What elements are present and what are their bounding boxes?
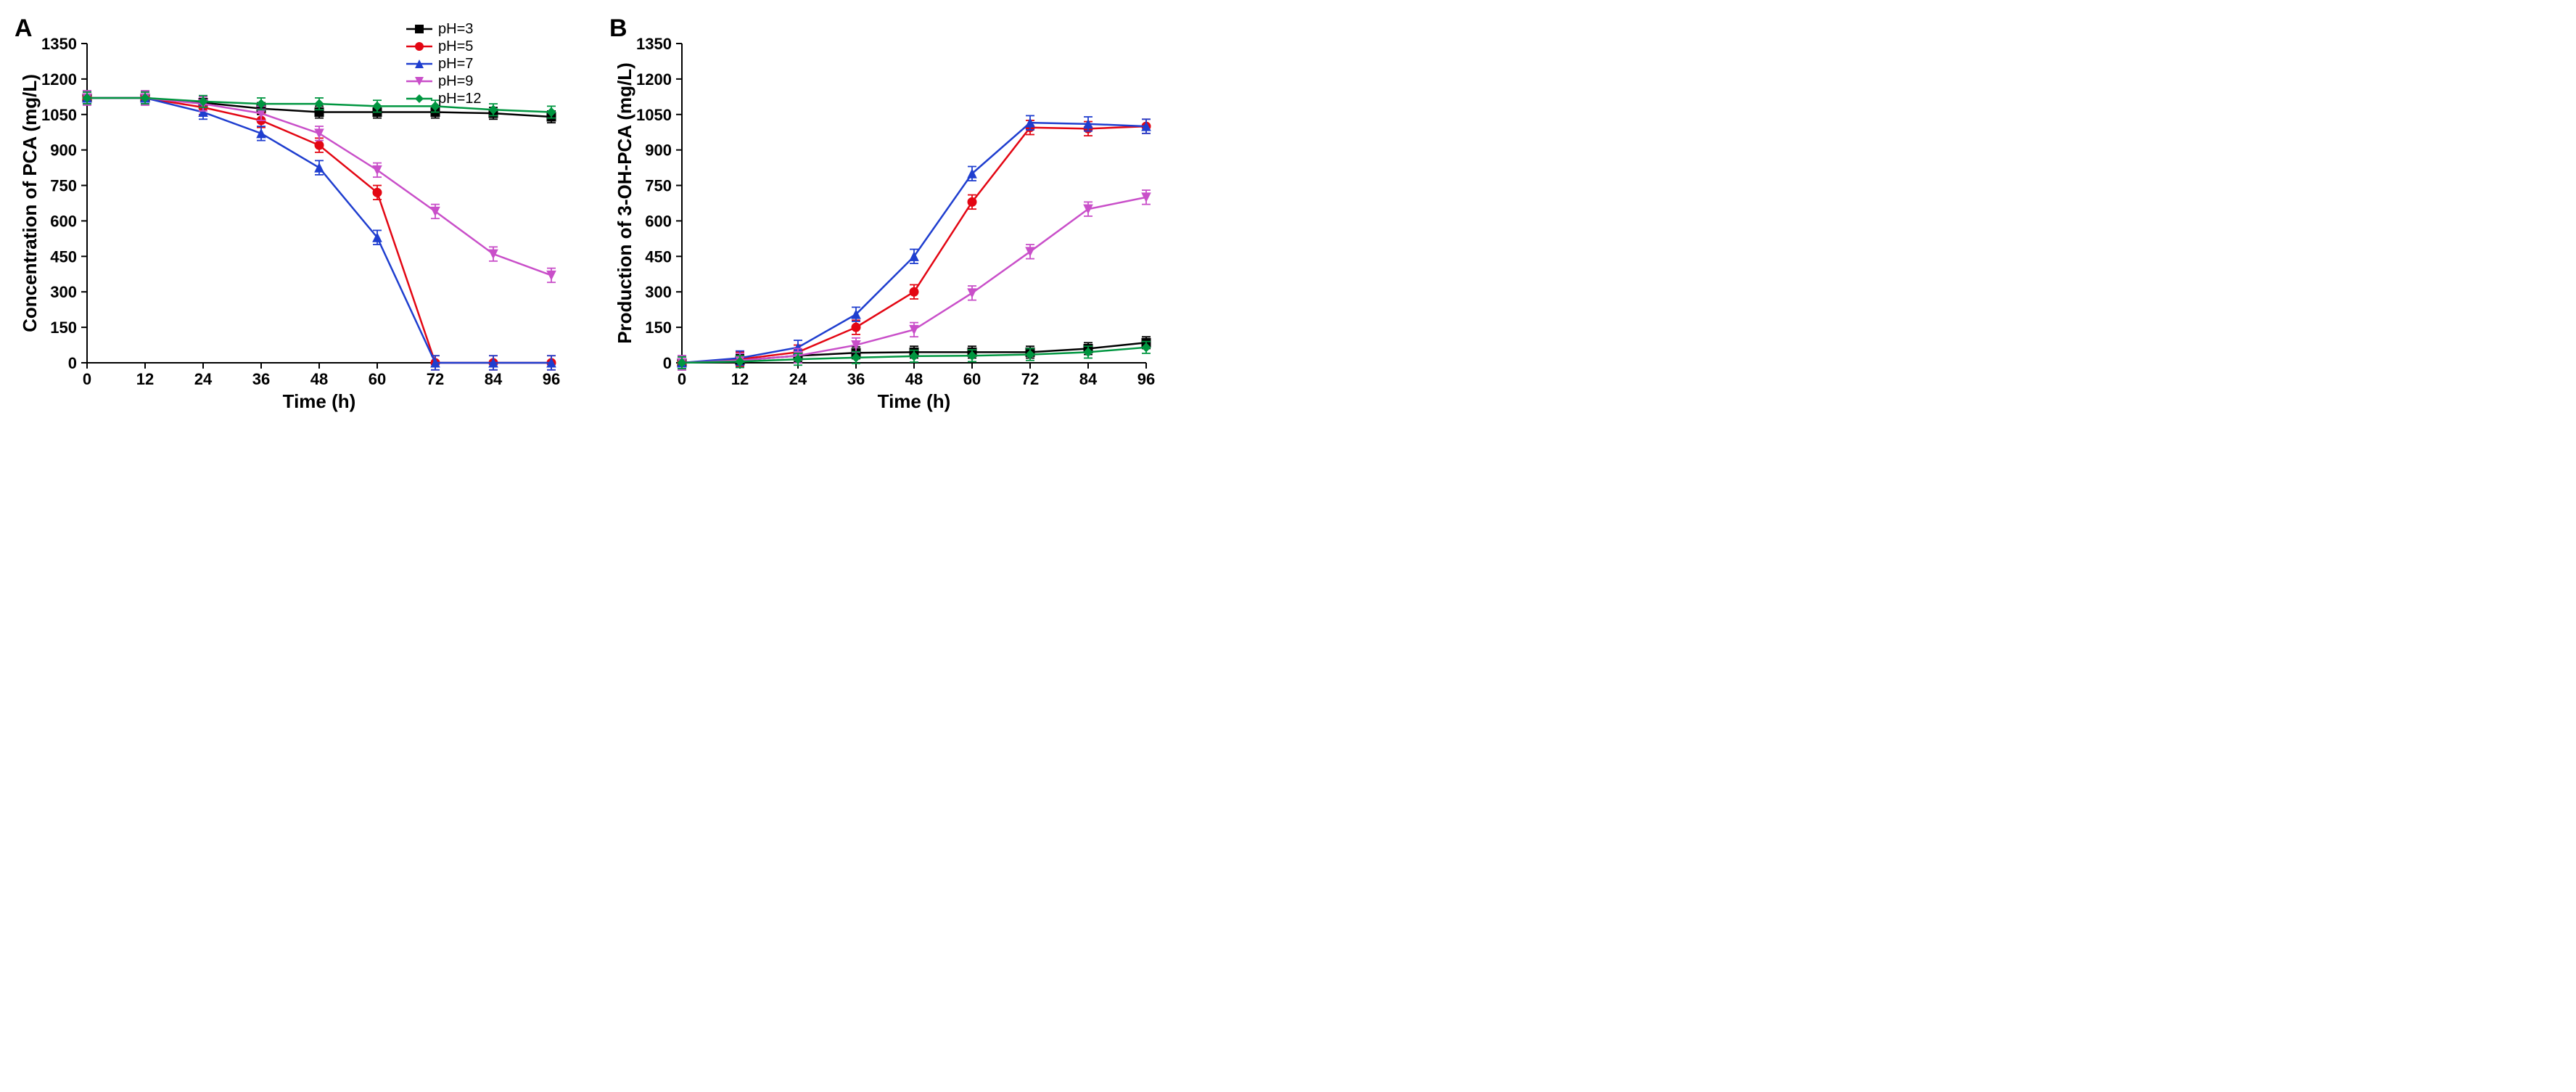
- svg-text:0: 0: [678, 370, 686, 388]
- panel-A: A 0 12 24 36 48 60 72 84 96 0 150 300 450 600 750 900 10…: [15, 15, 566, 421]
- svg-text:900: 900: [645, 141, 672, 160]
- svg-text:24: 24: [194, 370, 213, 388]
- svg-text:96: 96: [1137, 370, 1155, 388]
- svg-text:12: 12: [731, 370, 749, 388]
- chart-B: 0 12 24 36 48 60 72 84 96 0 150 300 450 600 750 900 1050…: [609, 15, 1161, 421]
- svg-text:150: 150: [50, 319, 77, 337]
- svg-text:36: 36: [252, 370, 270, 388]
- svg-text:150: 150: [645, 319, 672, 337]
- svg-text:600: 600: [50, 212, 77, 230]
- panel-A-label: A: [15, 15, 33, 43]
- svg-text:1050: 1050: [636, 106, 672, 124]
- svg-text:48: 48: [310, 370, 328, 388]
- svg-text:60: 60: [963, 370, 981, 388]
- svg-text:60: 60: [369, 370, 386, 388]
- svg-text:Time (h): Time (h): [878, 390, 951, 412]
- figure-row: A 01224364860728496015030045060075090010…: [15, 15, 2561, 421]
- svg-text:Concentration of PCA (mg/L): Concentration of PCA (mg/L): [19, 74, 41, 332]
- svg-text:Time (h): Time (h): [283, 390, 356, 412]
- svg-text:0: 0: [663, 354, 672, 372]
- svg-text:0: 0: [68, 354, 77, 372]
- svg-text:0: 0: [83, 370, 91, 388]
- svg-text:450: 450: [645, 247, 672, 266]
- svg-text:36: 36: [847, 370, 865, 388]
- svg-text:72: 72: [427, 370, 444, 388]
- svg-text:72: 72: [1021, 370, 1039, 388]
- svg-text:1200: 1200: [636, 70, 672, 89]
- svg-text:84: 84: [1079, 370, 1098, 388]
- panel-B: B 0 12 24 36 48 60 72 84 96 0 150 300 450 600 750 900 10…: [609, 15, 1161, 421]
- svg-text:1350: 1350: [41, 35, 77, 53]
- svg-text:12: 12: [136, 370, 154, 388]
- svg-text:pH=7: pH=7: [438, 56, 473, 72]
- svg-text:900: 900: [50, 141, 77, 160]
- panel-B-label: B: [609, 15, 627, 43]
- svg-text:pH=9: pH=9: [438, 73, 473, 89]
- svg-text:300: 300: [50, 283, 77, 301]
- svg-text:84: 84: [485, 370, 503, 388]
- svg-text:pH=3: pH=3: [438, 21, 473, 37]
- svg-text:300: 300: [645, 283, 672, 301]
- svg-text:750: 750: [50, 177, 77, 195]
- svg-text:1350: 1350: [636, 35, 672, 53]
- svg-text:96: 96: [543, 370, 560, 388]
- svg-text:48: 48: [905, 370, 923, 388]
- svg-text:Production of 3-OH-PCA (mg/L): Production of 3-OH-PCA (mg/L): [614, 62, 635, 344]
- svg-text:pH=5: pH=5: [438, 38, 473, 54]
- svg-text:1050: 1050: [41, 106, 77, 124]
- svg-text:750: 750: [645, 177, 672, 195]
- chart-A: 0 12 24 36 48 60 72 84 96 0 150 300 450 600 750 900 1050…: [15, 15, 566, 421]
- svg-text:450: 450: [50, 247, 77, 266]
- svg-text:24: 24: [789, 370, 807, 388]
- svg-text:pH=12: pH=12: [438, 91, 482, 107]
- svg-text:600: 600: [645, 212, 672, 230]
- svg-text:1200: 1200: [41, 70, 77, 89]
